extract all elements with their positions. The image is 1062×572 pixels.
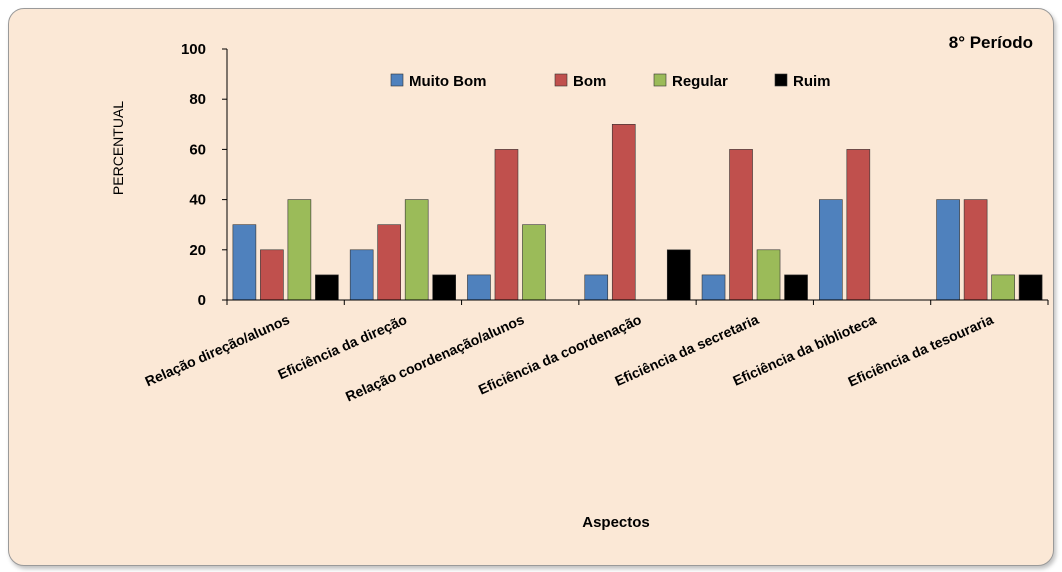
bar-muito-bom xyxy=(349,249,374,301)
legend-item: Muito Bom xyxy=(390,73,486,90)
legend-label: Muito Bom xyxy=(409,73,486,90)
bar-muito-bom xyxy=(584,274,609,301)
bar-regular xyxy=(991,274,1015,301)
bar-bom xyxy=(729,149,753,301)
x-tick-label: Relação direção/alunos xyxy=(142,311,292,389)
bar-bom xyxy=(494,149,519,301)
y-tick-label: 60 xyxy=(189,141,206,158)
bar-muito-bom xyxy=(467,274,491,301)
legend-swatch xyxy=(774,73,788,87)
y-tick-label: 20 xyxy=(189,242,206,259)
bar-ruim xyxy=(1018,274,1043,301)
legend-label: Ruim xyxy=(793,73,831,90)
bar-regular xyxy=(522,224,546,301)
bar-regular xyxy=(287,199,312,301)
legend-swatch xyxy=(653,73,667,87)
y-tick-label: 100 xyxy=(181,41,206,58)
x-axis-label: Aspectos xyxy=(582,514,650,531)
y-tick-label: 80 xyxy=(189,91,206,108)
legend-item: Ruim xyxy=(774,73,831,90)
bar-ruim xyxy=(432,274,456,301)
legend-item: Regular xyxy=(653,73,728,90)
bar-muito-bom xyxy=(819,199,843,301)
legend: Muito Bom Bom Regular Ruim xyxy=(390,73,831,90)
bar-muito-bom xyxy=(936,199,960,301)
bars-group xyxy=(232,124,1043,301)
bar-bom xyxy=(846,149,871,301)
bar-bom xyxy=(260,249,284,301)
bar-regular xyxy=(404,199,429,301)
bar-bom xyxy=(377,224,401,301)
bar-muito-bom xyxy=(232,224,257,301)
legend-swatch xyxy=(554,73,568,87)
legend-item: Bom xyxy=(554,73,606,90)
legend-label: Regular xyxy=(672,73,728,90)
bar-ruim xyxy=(784,274,808,301)
bar-regular xyxy=(756,249,781,301)
bar-bom xyxy=(611,124,636,301)
legend-swatch xyxy=(390,73,404,87)
chart-title: 8° Período xyxy=(949,33,1033,52)
bar-muito-bom xyxy=(701,274,726,301)
legend-label: Bom xyxy=(573,73,606,90)
bar-bom xyxy=(963,199,988,301)
y-tick-label: 40 xyxy=(189,192,206,209)
bar-ruim xyxy=(666,249,691,301)
y-axis-label: PERCENTUAL xyxy=(110,101,126,195)
y-tick-label: 0 xyxy=(198,292,206,309)
bar-ruim xyxy=(315,274,339,301)
